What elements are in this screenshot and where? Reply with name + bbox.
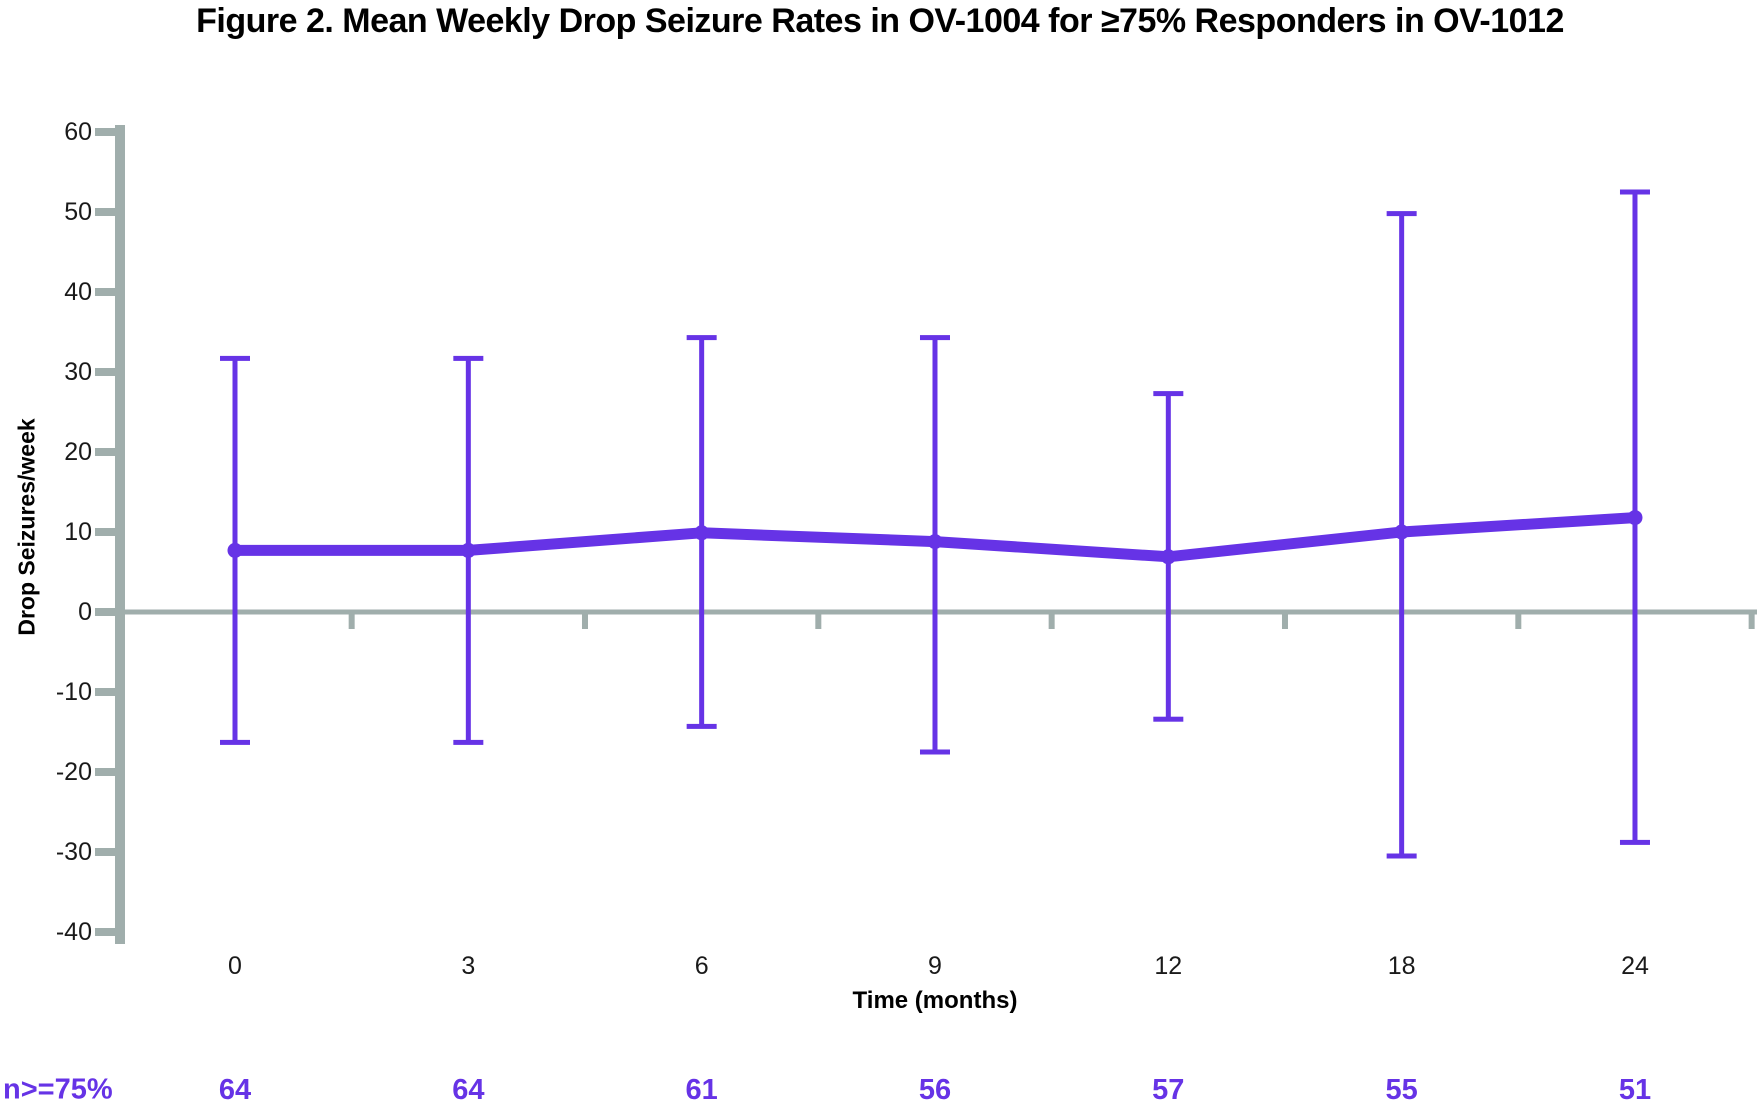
error-bar-cap-top — [686, 335, 717, 341]
x-tick-label: 3 — [461, 952, 475, 980]
x-axis-title: Time (months) — [852, 987, 1018, 1014]
x-tick-label: 18 — [1388, 952, 1416, 980]
y-tick-label: 20 — [64, 438, 92, 466]
y-tick-label: 10 — [64, 518, 92, 546]
y-tick — [95, 208, 117, 216]
n-value: 51 — [1619, 1074, 1651, 1106]
n-value: 64 — [452, 1074, 484, 1106]
error-bar-cap-top — [453, 355, 484, 361]
data-point-marker — [1160, 549, 1176, 565]
error-bar-cap-top — [220, 355, 250, 361]
y-tick — [95, 528, 117, 536]
error-bar-cap-top — [1619, 189, 1650, 195]
x-tick — [1748, 612, 1755, 629]
data-point-marker — [927, 534, 943, 550]
data-point-marker — [227, 542, 243, 558]
data-point-marker — [1394, 524, 1410, 540]
n-value: 56 — [919, 1074, 951, 1106]
y-tick — [95, 688, 117, 696]
error-bar-cap-bottom — [1619, 839, 1650, 845]
x-tick-label: 0 — [228, 952, 242, 980]
error-bar-cap-top — [1386, 211, 1417, 217]
y-axis-line — [115, 125, 125, 944]
n-value: 64 — [219, 1074, 251, 1106]
y-tick-label: 30 — [64, 358, 92, 386]
error-bar-cap-bottom — [1386, 853, 1417, 859]
y-tick-label: 50 — [64, 198, 92, 226]
n-row-label: n>=75% — [3, 1073, 113, 1106]
y-tick-label: -30 — [56, 838, 92, 866]
x-tick — [1048, 612, 1055, 629]
y-tick — [95, 848, 117, 856]
x-tick — [1515, 612, 1522, 629]
y-tick-label: 60 — [64, 118, 92, 146]
x-tick-label: 9 — [928, 952, 942, 980]
x-tick — [1281, 612, 1288, 629]
data-point-marker — [1627, 510, 1643, 526]
n-value: 55 — [1386, 1074, 1418, 1106]
n-value: 61 — [686, 1074, 718, 1106]
y-tick-label: 0 — [78, 598, 92, 626]
y-tick-label: -20 — [56, 758, 92, 786]
error-bar-cap-top — [919, 335, 950, 341]
y-tick-label: -40 — [56, 918, 92, 946]
x-tick — [815, 612, 822, 629]
x-tick-label: 24 — [1621, 952, 1649, 980]
chart-title: Figure 2. Mean Weekly Drop Seizure Rates… — [196, 2, 1564, 40]
x-tick-label: 6 — [695, 952, 709, 980]
x-tick — [581, 612, 588, 629]
error-bar-cap-top — [1153, 391, 1184, 397]
error-bar-cap-bottom — [686, 723, 717, 729]
y-tick — [95, 368, 117, 376]
x-tick-label: 12 — [1154, 952, 1182, 980]
error-bar-cap-bottom — [220, 739, 250, 745]
y-tick — [95, 288, 117, 296]
data-point-marker — [460, 542, 476, 558]
y-tick — [95, 608, 117, 616]
y-tick — [95, 768, 117, 776]
y-tick — [95, 448, 117, 456]
y-tick-label: 40 — [64, 278, 92, 306]
error-bar-cap-bottom — [919, 749, 950, 755]
n-value: 57 — [1152, 1074, 1184, 1106]
y-tick — [95, 128, 117, 136]
y-tick-label: -10 — [56, 678, 92, 706]
x-tick — [348, 612, 355, 629]
error-bar-cap-bottom — [1153, 716, 1184, 722]
y-tick — [95, 928, 117, 936]
error-bar-cap-bottom — [453, 739, 484, 745]
data-point-marker — [694, 525, 710, 541]
